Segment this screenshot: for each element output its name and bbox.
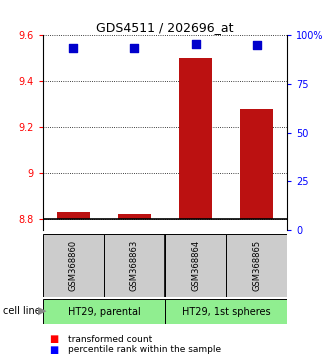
Bar [43,299,165,324]
Text: GSM368860: GSM368860 [69,240,78,291]
Text: HT29, 1st spheres: HT29, 1st spheres [182,307,270,316]
Text: ■: ■ [50,345,59,354]
Bar [179,58,212,219]
Bar [226,234,287,297]
Point [254,42,259,48]
Bar [165,299,287,324]
Bar [118,214,151,219]
Point [132,45,137,51]
Title: GDS4511 / 202696_at: GDS4511 / 202696_at [96,21,234,34]
Bar [43,234,104,297]
Text: HT29, parental: HT29, parental [68,307,140,316]
Point [193,41,198,47]
Bar [240,109,273,219]
Text: ■: ■ [50,334,59,344]
Text: percentile rank within the sample: percentile rank within the sample [68,345,221,354]
Bar [57,212,90,219]
Text: GSM368865: GSM368865 [252,240,261,291]
Text: ▶: ▶ [38,306,47,316]
Bar [104,234,165,297]
Text: cell line: cell line [3,306,41,316]
Text: GSM368864: GSM368864 [191,240,200,291]
Text: transformed count: transformed count [68,335,152,344]
Bar [165,234,226,297]
Point [71,45,76,51]
Text: GSM368863: GSM368863 [130,240,139,291]
